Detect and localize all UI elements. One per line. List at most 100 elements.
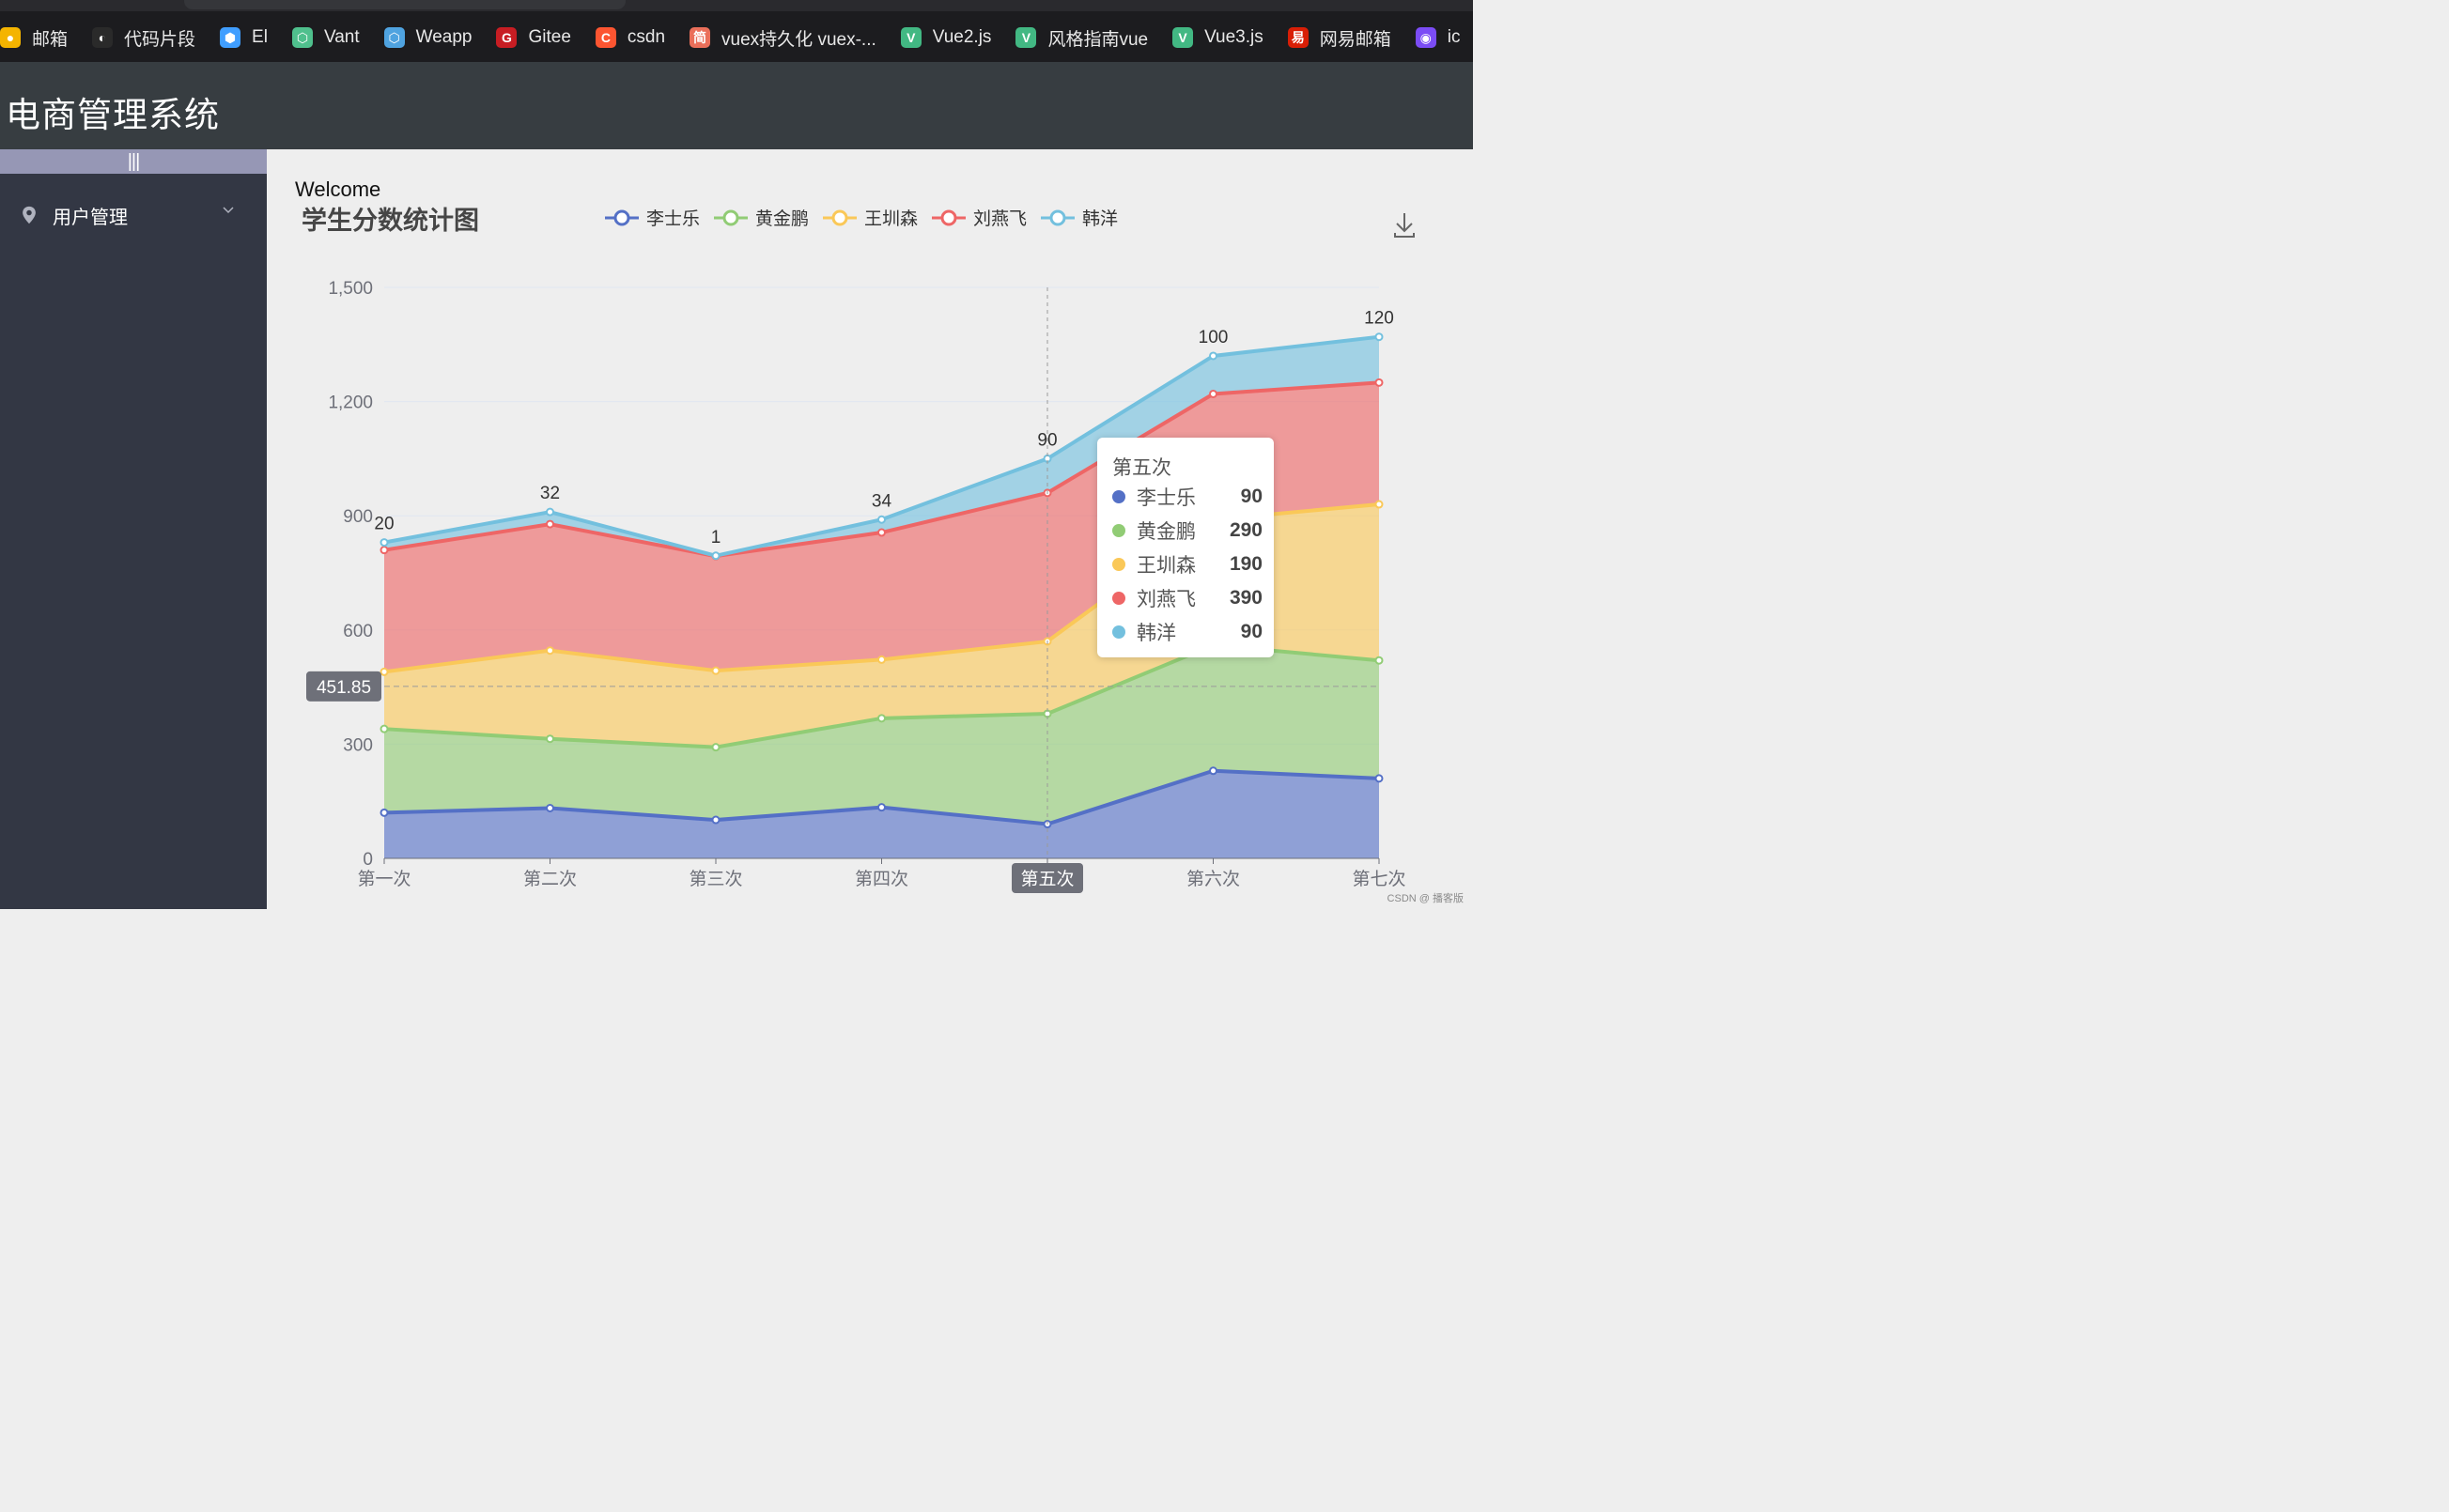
data-point[interactable] xyxy=(877,655,886,664)
data-point[interactable] xyxy=(546,734,554,744)
tooltip-title: 第五次 xyxy=(1112,457,1171,479)
bookmark-item[interactable]: V Vue2.js xyxy=(900,27,992,48)
weapp-icon: ⬡ xyxy=(383,27,405,48)
bookmark-label: Vue2.js xyxy=(932,27,992,47)
bookmark-item[interactable]: V Vue3.js xyxy=(1172,27,1263,48)
download-icon[interactable] xyxy=(1394,213,1415,238)
y-tick-label: 1,200 xyxy=(328,393,373,413)
tooltip-series-value: 290 xyxy=(1229,519,1263,541)
welcome-text: Welcome xyxy=(295,177,381,201)
address-bar[interactable] xyxy=(184,0,626,9)
data-point[interactable] xyxy=(1374,378,1384,387)
bookmark-item[interactable]: ⬡ Vant xyxy=(291,27,360,48)
csdn-icon: C xyxy=(595,27,616,48)
data-point[interactable] xyxy=(380,546,389,555)
legend-marker-icon xyxy=(940,209,957,226)
chart-title: 学生分数统计图 xyxy=(302,206,479,235)
legend-dot-icon xyxy=(1112,592,1125,605)
data-point[interactable] xyxy=(711,743,721,752)
bookmark-item[interactable]: ⬢ El xyxy=(220,27,268,48)
data-point[interactable] xyxy=(1374,656,1384,665)
data-point[interactable] xyxy=(877,528,886,537)
bookmark-item[interactable]: ◐ 代码片段 xyxy=(92,25,195,51)
data-point[interactable] xyxy=(1374,332,1384,342)
data-point[interactable] xyxy=(711,815,721,825)
data-point[interactable] xyxy=(546,519,554,529)
bookmark-label: Gitee xyxy=(528,27,571,47)
bookmark-label: 代码片段 xyxy=(124,29,196,50)
data-point[interactable] xyxy=(877,803,886,812)
y-tick-label: 0 xyxy=(363,850,373,870)
tooltip-series-name: 王圳森 xyxy=(1137,555,1196,577)
bookmark-label: Weapp xyxy=(415,27,473,47)
data-point[interactable] xyxy=(546,646,554,656)
app-title: 电商管理系统 xyxy=(6,96,220,134)
bookmark-label: Vue3.js xyxy=(1204,27,1263,47)
legend-label[interactable]: 王圳森 xyxy=(864,208,918,229)
tooltip-series-name: 黄金鹏 xyxy=(1137,521,1196,543)
area-李士乐 xyxy=(384,770,1379,858)
chart-tooltip: 第五次 李士乐 90 黄金鹏 290 王圳森 190 刘燕飞 390 韩洋 90 xyxy=(1097,438,1274,657)
sidebar-toggle-button[interactable]: ||| xyxy=(0,149,267,174)
sidebar-item-user-management[interactable]: 用户管理 xyxy=(0,194,267,236)
legend-label[interactable]: 韩洋 xyxy=(1082,208,1118,229)
bookmark-item[interactable]: ⬡ Weapp xyxy=(383,27,473,48)
data-point[interactable] xyxy=(380,538,389,548)
data-point[interactable] xyxy=(877,515,886,524)
legend-label[interactable]: 黄金鹏 xyxy=(755,208,809,229)
data-point[interactable] xyxy=(546,507,554,517)
netease-mail-icon: 易 xyxy=(1287,27,1309,48)
data-point[interactable] xyxy=(1209,766,1217,776)
bookmark-item[interactable]: 易网易邮箱 xyxy=(1287,25,1391,51)
legend-label[interactable]: 刘燕飞 xyxy=(973,208,1027,229)
legend-dot-icon xyxy=(1112,558,1125,571)
vant-icon: ⬡ xyxy=(291,27,313,48)
data-point[interactable] xyxy=(1374,774,1384,783)
data-label: 32 xyxy=(540,484,560,503)
element-icon: ⬢ xyxy=(220,27,241,48)
bookmark-item[interactable]: V 风格指南vue xyxy=(1015,25,1148,51)
legend-marker-icon xyxy=(722,209,739,226)
code-snippet-icon: ◐ xyxy=(92,27,114,48)
data-point[interactable] xyxy=(877,714,886,723)
area-黄金鹏 xyxy=(384,645,1379,825)
y-tick-label: 900 xyxy=(343,507,373,527)
chrome-icon: ● xyxy=(0,27,21,48)
data-label: 34 xyxy=(872,491,892,511)
score-chart[interactable]: 学生分数统计图 李士乐 黄金鹏 王圳森 刘燕飞 韩洋 0 300 600 900 1,200 1,50… xyxy=(267,149,1473,909)
data-point[interactable] xyxy=(380,667,389,676)
x-pointer-badge xyxy=(1012,863,1083,893)
data-point[interactable] xyxy=(380,808,389,817)
x-tick-label: 第五次 xyxy=(1020,869,1074,889)
data-point[interactable] xyxy=(1209,351,1217,361)
data-point[interactable] xyxy=(1209,389,1217,398)
data-point[interactable] xyxy=(380,724,389,733)
data-point[interactable] xyxy=(1374,500,1384,509)
data-point[interactable] xyxy=(546,803,554,812)
tooltip-series-value: 390 xyxy=(1229,587,1263,609)
vue-icon: V xyxy=(1015,27,1037,48)
tooltip-row: 韩洋 90 xyxy=(1112,618,1263,646)
bookmark-label: 邮箱 xyxy=(32,29,69,50)
x-tick-label: 第一次 xyxy=(357,869,411,889)
bookmark-item[interactable]: ◉ ic xyxy=(1415,27,1461,48)
main-content: Welcome 学生分数统计图 李士乐 黄金鹏 王圳森 刘燕飞 韩洋 0 300 600 900 1… xyxy=(267,149,1473,909)
data-point[interactable] xyxy=(711,551,721,561)
bookmark-label: 风格指南vue xyxy=(1047,29,1149,50)
chart-canvas[interactable]: 学生分数统计图 李士乐 黄金鹏 王圳森 刘燕飞 韩洋03006009001,2001,50… xyxy=(267,149,1473,909)
tooltip-series-value: 90 xyxy=(1240,486,1263,507)
tooltip-series-value: 90 xyxy=(1240,621,1263,642)
chevron-down-icon xyxy=(223,207,234,214)
vue-icon: V xyxy=(900,27,922,48)
bookmark-item[interactable]: 简 vuex持久化 vuex-... xyxy=(690,25,876,51)
data-label: 100 xyxy=(1199,328,1229,347)
legend-label[interactable]: 李士乐 xyxy=(646,208,700,229)
gitee-icon: G xyxy=(496,27,518,48)
tooltip-series-name: 韩洋 xyxy=(1137,623,1176,644)
tooltip-row: 黄金鹏 290 xyxy=(1112,517,1263,545)
data-point[interactable] xyxy=(711,666,721,675)
bookmark-item[interactable]: ● 邮箱 xyxy=(0,25,68,51)
bookmark-item[interactable]: G Gitee xyxy=(496,27,571,48)
